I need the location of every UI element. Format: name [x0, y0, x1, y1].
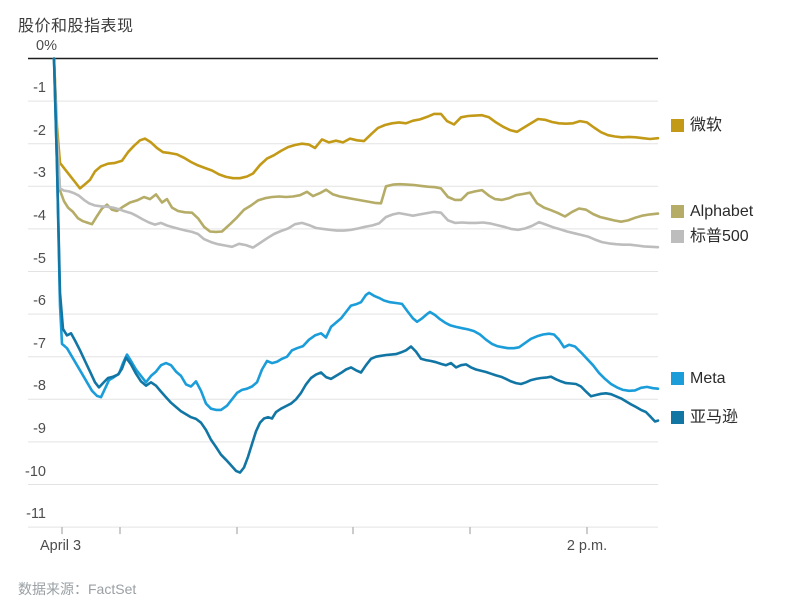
y-axis-label-8: -8	[33, 378, 46, 395]
y-axis-label-4: -4	[33, 207, 46, 224]
x-axis-label-time: 2 p.m.	[566, 538, 608, 554]
y-axis-label-6: -6	[33, 293, 46, 310]
alphabet-legend-swatch-icon	[671, 205, 684, 218]
y-axis-label-10: -10	[25, 463, 46, 480]
sp500-legend-swatch-icon	[671, 230, 684, 243]
y-axis-label-7: -7	[33, 335, 46, 352]
legend-label-sp500: 标普500	[690, 228, 749, 245]
series-line-meta	[52, 57, 660, 412]
source-note: 数据来源：FactSet	[18, 581, 137, 597]
legend-label-meta: Meta	[690, 370, 726, 387]
y-axis-label-5: -5	[33, 250, 46, 267]
y-axis-label-1: -1	[33, 80, 46, 97]
series-line-sp500	[52, 57, 660, 249]
y-axis-label-0: 0%	[36, 37, 57, 54]
amazon-legend-swatch-icon	[671, 411, 684, 424]
chart-title: 股价和股指表现	[18, 18, 134, 35]
legend-label-microsoft: 微软	[690, 117, 723, 134]
meta-legend-swatch-icon	[671, 372, 684, 385]
legend-label-amazon: 亚马逊	[690, 409, 739, 426]
series-line-microsoft	[52, 57, 660, 190]
x-axis-label-date: April 3	[40, 538, 82, 554]
legend-label-alphabet: Alphabet	[690, 203, 754, 220]
series-line-amazon	[52, 57, 660, 474]
microsoft-legend-swatch-icon	[671, 119, 684, 132]
y-axis-label-2: -2	[33, 122, 46, 139]
series-line-alphabet	[52, 57, 660, 234]
y-axis-label-3: -3	[33, 165, 46, 182]
y-axis-label-11: -11	[26, 506, 46, 523]
y-axis-label-9: -9	[33, 420, 46, 437]
